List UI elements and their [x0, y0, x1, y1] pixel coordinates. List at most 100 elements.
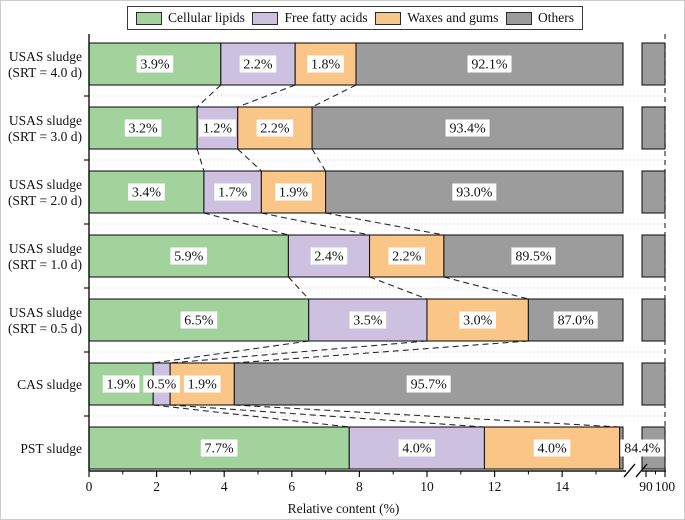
bar-segment-label-bg: [124, 119, 162, 137]
legend: Cellular lipids Free fatty acids Waxes and…: [127, 6, 583, 30]
bar-segment-label: 5.9%: [174, 250, 204, 265]
x-tick-label: 0: [86, 479, 93, 494]
bar-segment-label-bg: [136, 55, 174, 73]
bar-segment-label: 2.4%: [314, 250, 344, 265]
connector-line: [196, 148, 205, 172]
bar-segment-label-bg: [398, 439, 436, 457]
connector-line: [325, 212, 445, 236]
bar-segment-label: 4.0%: [537, 442, 567, 457]
bar-segment-label: 0.5%: [147, 378, 177, 393]
bar-segment-label-bg: [183, 375, 221, 393]
connector-line: [369, 276, 428, 300]
x-tick-label: 90: [639, 479, 653, 494]
connector-line: [311, 84, 357, 108]
bar-segment-label: 84.4%: [624, 442, 661, 457]
bar-segment-label: 6.5%: [184, 314, 214, 329]
bar-segment-label-bg: [406, 375, 451, 393]
x-tick-label: 14: [555, 479, 569, 494]
bar-segment-label-bg: [128, 183, 165, 201]
x-tick-label: 8: [356, 479, 363, 494]
bar-segment-label: 2.2%: [392, 250, 422, 265]
legend-label: Others: [537, 10, 574, 25]
bar-segment: [641, 298, 666, 342]
bar-segment-label-bg: [180, 311, 218, 329]
legend-label: Free fatty acids: [284, 10, 368, 25]
bar-segment-label-bg: [388, 247, 426, 265]
bar-segment-label-bg: [533, 439, 571, 457]
x-tick-label: 10: [420, 479, 434, 494]
bar-segment: [641, 106, 666, 150]
connector-line: [196, 84, 222, 108]
bar-segment-label-bg: [307, 55, 344, 73]
category-label: USAS sludge: [9, 305, 82, 320]
bar-segment-label-bg: [445, 119, 490, 137]
connector-line: [288, 276, 310, 300]
legend-swatch: [136, 11, 162, 25]
x-tick-label: 6: [288, 479, 295, 494]
bar-segment: [641, 234, 666, 278]
bar-segment-label: 1.9%: [107, 378, 137, 393]
category-label: (SRT = 4.0 d): [8, 65, 82, 80]
x-tick-label: 4: [221, 479, 228, 494]
bar-segment-label: 2.2%: [243, 58, 273, 73]
category-label: (SRT = 3.0 d): [8, 129, 82, 144]
connector-line: [170, 404, 485, 428]
connector-line: [234, 404, 620, 428]
legend-swatch: [505, 11, 532, 25]
category-label: (SRT = 1.0 d): [8, 257, 82, 272]
axis-break: [623, 463, 636, 478]
legend-label: Waxes and gums: [407, 10, 499, 25]
bar-segment-label: 95.7%: [411, 378, 448, 393]
bar-segment-label: 7.7%: [205, 442, 235, 457]
bar-segment-label: 1.9%: [188, 378, 218, 393]
bar-segment-label-bg: [199, 119, 236, 137]
legend-swatch: [375, 11, 402, 25]
x-axis-title: Relative content (%): [287, 501, 400, 516]
category-label: (SRT = 2.0 d): [8, 193, 82, 208]
legend-label: Cellular lipids: [168, 10, 245, 25]
bar-segment-label: 3.9%: [140, 58, 170, 73]
connector-line: [234, 340, 529, 364]
connector-line: [237, 148, 262, 172]
bar-segment-label-bg: [511, 247, 556, 265]
bar-segment-label-bg: [310, 247, 348, 265]
bar-segment-label-bg: [239, 55, 277, 73]
bar-segment-label: 1.2%: [203, 122, 233, 137]
bar-segment-label: 3.2%: [128, 122, 158, 137]
bar-segment-label: 3.0%: [463, 314, 493, 329]
category-label: (SRT = 0.5 d): [8, 321, 82, 336]
axis-break: [635, 463, 648, 478]
connector-line: [443, 276, 529, 300]
bar-segment-label: 3.4%: [132, 186, 162, 201]
connector-line: [153, 404, 350, 428]
bar-segment-label-bg: [170, 247, 208, 265]
bar-segment-label-bg: [459, 311, 496, 329]
category-label: PST sludge: [20, 441, 82, 456]
connector-line: [203, 212, 289, 236]
legend-item: Free fatty acids: [252, 10, 368, 26]
legend-item: Others: [505, 10, 574, 26]
bar-segment-label-bg: [467, 55, 512, 73]
bar-segment-label: 1.8%: [311, 58, 341, 73]
bar-segment-label: 92.1%: [471, 58, 508, 73]
bar-segment: [641, 362, 666, 406]
bar-segment: [260, 170, 327, 214]
connector-line: [311, 148, 327, 172]
bar-segment-label-bg: [553, 311, 598, 329]
bar-segment-label-bg: [349, 311, 387, 329]
bar-segment: [308, 298, 428, 342]
connector-line: [237, 84, 296, 108]
bar-segment-label-bg: [200, 439, 238, 457]
bar-segment-label-bg: [256, 119, 294, 137]
bar-segment-label-bg: [452, 183, 497, 201]
x-tick-label: 12: [488, 479, 502, 494]
bar-segment-label-bg: [214, 183, 251, 201]
x-tick-label: 2: [153, 479, 160, 494]
category-label: USAS sludge: [9, 49, 82, 64]
legend-item: Waxes and gums: [375, 10, 498, 26]
bar-segment-label: 87.0%: [558, 314, 595, 329]
bar-segment: [641, 42, 666, 86]
bar-segment-label-bg: [275, 183, 312, 201]
